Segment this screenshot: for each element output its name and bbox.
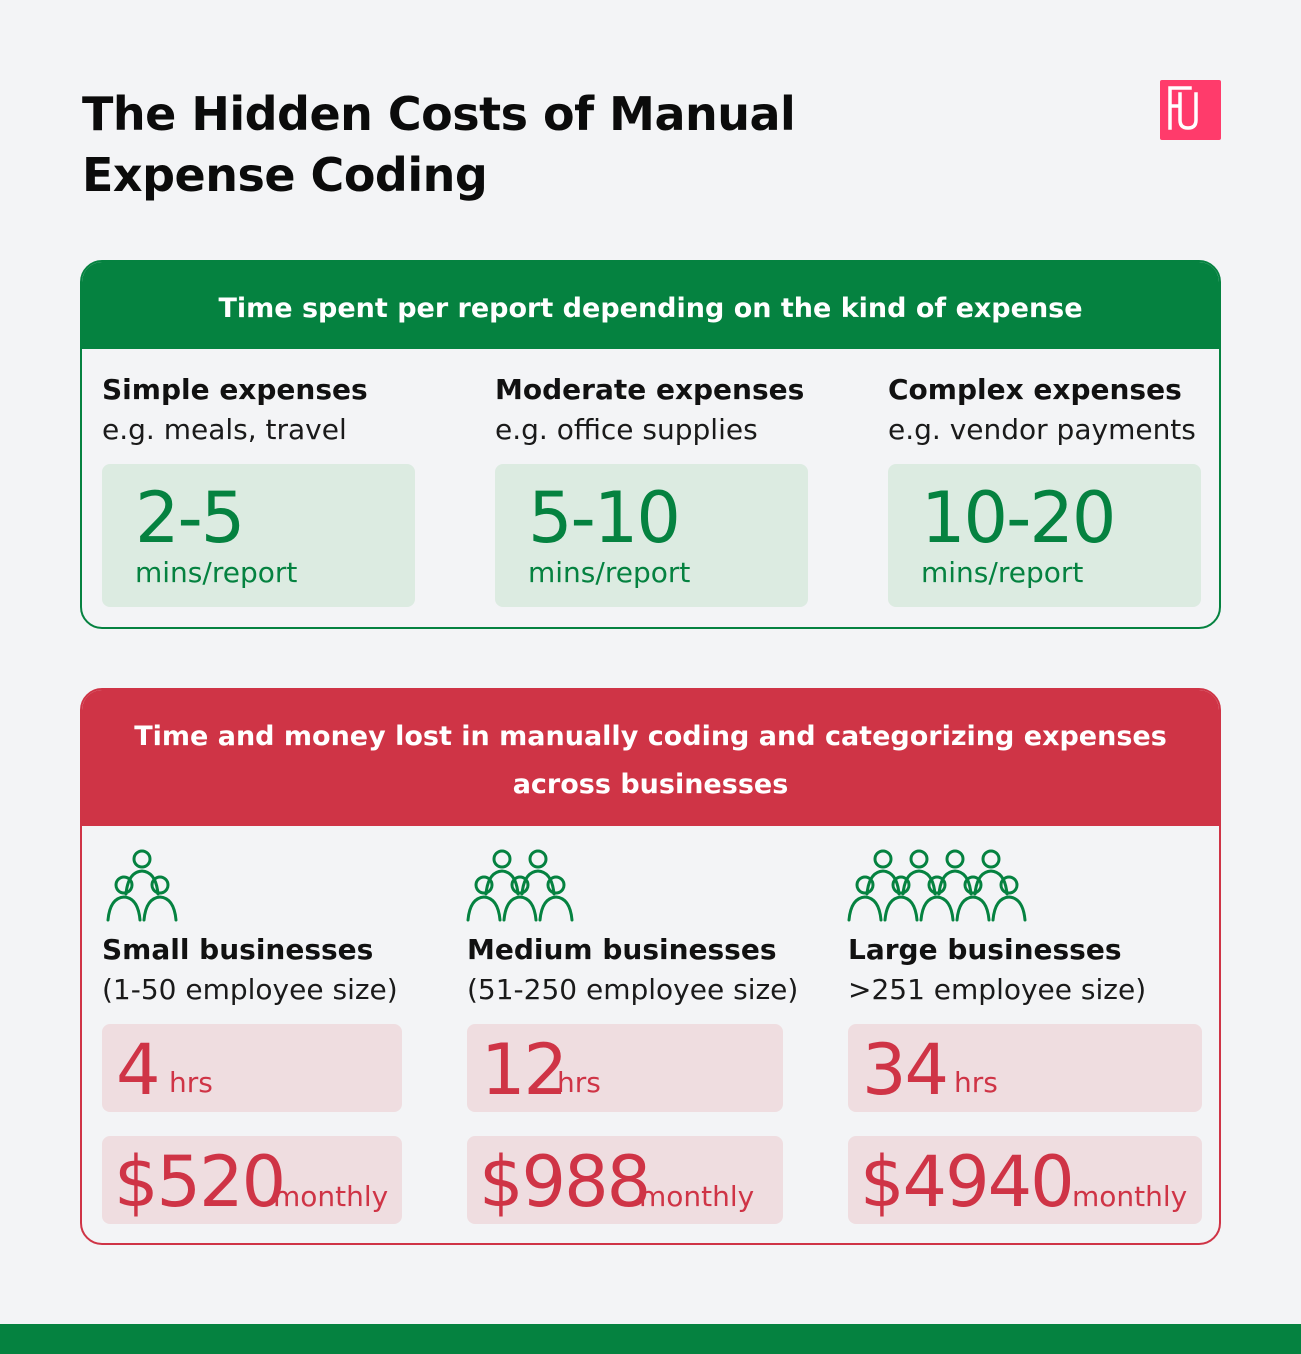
small-business-hours-box: 4 hrs [102,1024,402,1112]
brand-logo-icon [1160,80,1221,140]
business-cost-heading-line-1: Time and money lost in manually coding a… [134,721,1167,752]
medium-business-people-icon [466,849,574,922]
hours-unit: hrs [954,1066,998,1099]
hours-value: 12 [481,1029,568,1111]
person-icon [538,875,574,922]
footer-bar [0,1324,1301,1354]
time-per-report-panel: Time spent per report depending on the k… [80,260,1221,629]
person-icon [919,875,955,922]
small-business-money-box: $520 monthly [102,1136,402,1224]
moderate-expenses-column: Moderate expenses e.g. office supplies [495,370,804,450]
time-value: 2-5 [135,477,245,559]
simple-expenses-time-box: 2-5 mins/report [102,464,415,607]
business-type-name: Medium businesses [467,933,777,966]
large-business-money-box: $4940 monthly [848,1136,1202,1224]
person-icon [502,875,538,922]
hours-value: 4 [116,1029,161,1111]
expense-type-example: e.g. office supplies [495,413,758,446]
person-icon [847,875,883,922]
expense-type-example: e.g. meals, travel [102,413,347,446]
person-icon [937,849,973,896]
money-value: $988 [479,1141,651,1223]
money-unit: monthly [639,1180,755,1213]
money-unit: monthly [273,1180,389,1213]
simple-expenses-column: Simple expenses e.g. meals, travel [102,370,368,450]
business-cost-heading-line-2: across businesses [512,769,789,800]
business-cost-panel: Time and money lost in manually coding a… [80,688,1221,1245]
hours-unit: hrs [557,1066,601,1099]
large-business-hours-box: 34 hrs [848,1024,1202,1112]
medium-business-column: Medium businesses (51-250 employee size) [467,930,798,1010]
person-icon [484,849,520,896]
small-business-column: Small businesses (1-50 employee size) [102,930,398,1010]
expense-type-example: e.g. vendor payments [888,413,1196,446]
business-type-name: Small businesses [102,933,374,966]
person-icon [955,875,991,922]
large-business-people-icon [847,849,1027,922]
person-icon [991,875,1027,922]
time-value: 10-20 [921,477,1116,559]
time-unit: mins/report [921,556,1084,589]
medium-business-hours-box: 12 hrs [467,1024,783,1112]
business-size: >251 employee size) [848,973,1147,1006]
title-line-2: Expense Coding [82,148,488,202]
person-icon [973,849,1009,896]
expense-type-name: Complex expenses [888,373,1182,406]
person-icon [883,875,919,922]
expense-type-name: Moderate expenses [495,373,805,406]
business-cost-heading: Time and money lost in manually coding a… [82,690,1219,826]
person-icon [901,849,937,896]
time-unit: mins/report [135,556,298,589]
business-type-name: Large businesses [848,933,1122,966]
medium-business-money-box: $988 monthly [467,1136,783,1224]
money-value: $4940 [860,1141,1075,1223]
person-icon [124,849,160,896]
person-icon [466,875,502,922]
large-business-column: Large businesses >251 employee size) [848,930,1146,1010]
complex-expenses-column: Complex expenses e.g. vendor payments [888,370,1196,450]
business-size: (51-250 employee size) [467,973,799,1006]
moderate-expenses-time-box: 5-10 mins/report [495,464,808,607]
expense-type-name: Simple expenses [102,373,368,406]
time-value: 5-10 [528,477,681,559]
hours-unit: hrs [169,1066,213,1099]
title-line-1: The Hidden Costs of Manual [82,87,796,141]
hours-value: 34 [862,1029,949,1111]
time-per-report-heading: Time spent per report depending on the k… [82,262,1219,349]
small-business-people-icon [106,849,178,922]
business-size: (1-50 employee size) [102,973,398,1006]
person-icon [520,849,556,896]
complex-expenses-time-box: 10-20 mins/report [888,464,1201,607]
money-value: $520 [114,1141,286,1223]
person-icon [142,875,178,922]
page-title: The Hidden Costs of Manual Expense Codin… [82,84,842,206]
time-unit: mins/report [528,556,691,589]
person-icon [106,875,142,922]
money-unit: monthly [1072,1180,1188,1213]
person-icon [865,849,901,896]
